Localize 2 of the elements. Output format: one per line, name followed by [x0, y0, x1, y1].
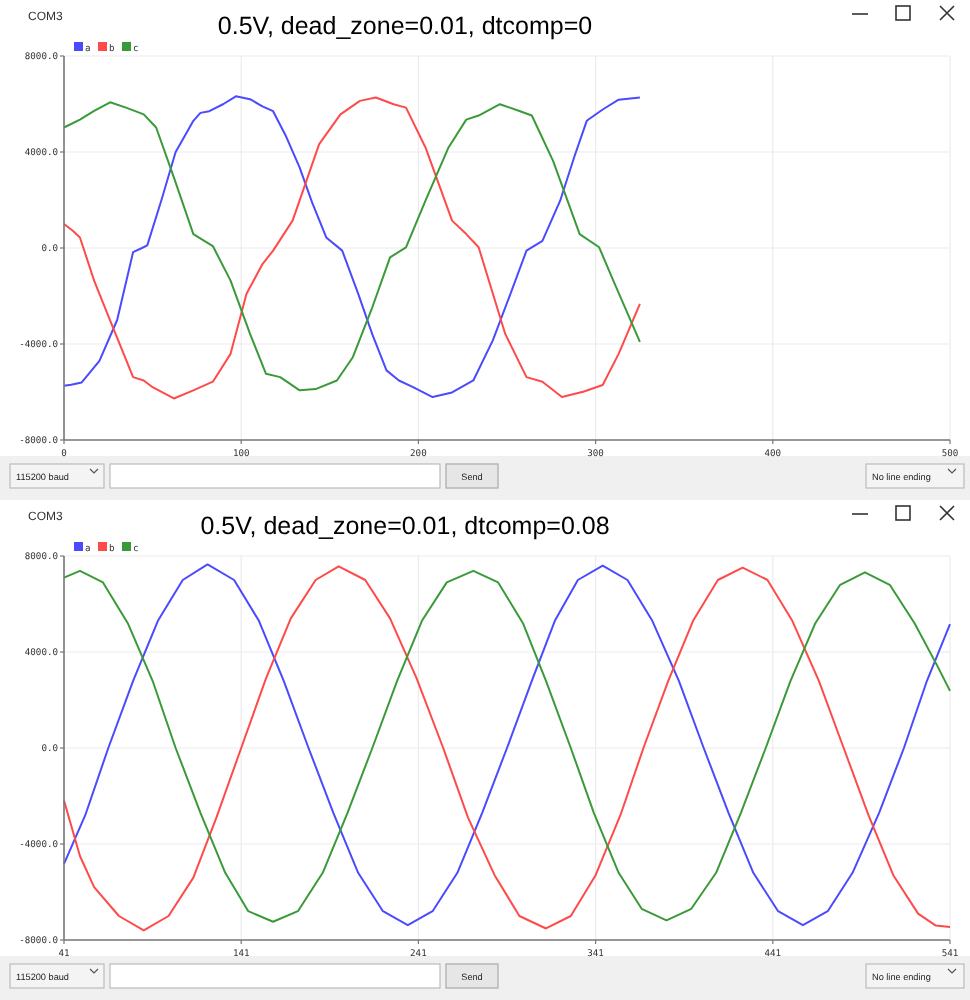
chart-title: 0.5V, dead_zone=0.01, dtcomp=0.08 — [200, 512, 610, 540]
chart-title: 0.5V, dead_zone=0.01, dtcomp=0 — [217, 12, 593, 40]
